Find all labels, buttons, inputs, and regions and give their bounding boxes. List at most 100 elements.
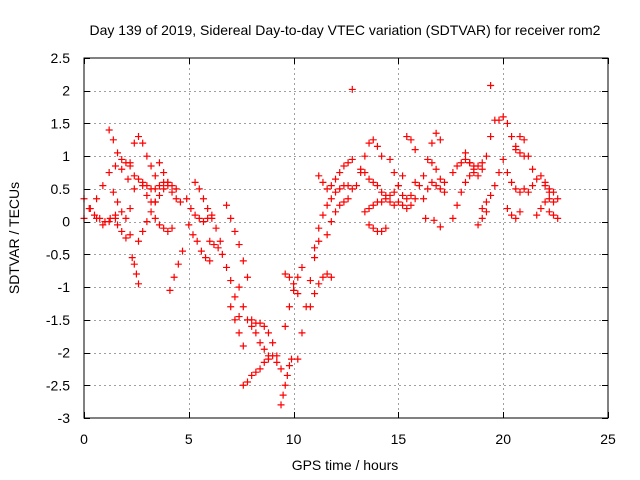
data-point [281,381,289,389]
data-point [474,172,482,180]
series-arc-44 [449,159,486,222]
data-point [191,211,199,219]
data-point [378,152,386,160]
data-point [235,313,243,321]
series-arc-40 [415,129,444,190]
data-point [524,188,532,196]
data-point [529,182,537,190]
data-point [160,169,168,177]
data-point [279,391,287,399]
y-tick-label: -1 [58,279,71,295]
data-point [422,214,430,222]
series-arc-32 [348,85,356,93]
data-point [348,155,356,163]
series-arc-30 [315,155,356,193]
data-point [311,290,319,298]
data-point [218,250,226,258]
data-point [283,371,291,379]
data-point [386,198,394,206]
data-point [206,257,214,265]
data-point [164,227,172,235]
data-point [197,247,205,255]
data-point [147,208,155,216]
data-point [378,188,386,196]
data-point [457,188,465,196]
data-point [290,286,298,294]
data-point [155,191,163,199]
series-arc-48 [474,208,490,229]
series-arc-07 [126,133,159,180]
data-point [223,263,231,271]
data-point [499,155,507,163]
data-point [503,205,511,213]
data-point [323,270,331,278]
data-point [239,257,247,265]
data-point [327,273,335,281]
data-point [235,283,243,291]
data-point [495,169,503,177]
data-point [369,201,377,209]
data-point [143,191,151,199]
series-arc-43 [422,214,444,231]
data-point [243,273,251,281]
data-point [369,136,377,144]
series-arc-05 [109,188,134,222]
series-arc-38 [403,133,419,154]
data-point [369,178,377,186]
data-point [130,172,138,180]
data-point [227,277,235,285]
data-point [105,126,113,134]
data-point [420,172,428,180]
series-arc-14 [166,247,187,294]
data-point [436,175,444,183]
data-point [365,139,373,147]
data-point [111,214,119,222]
data-point [160,224,168,232]
data-point [428,178,436,186]
data-point [256,339,264,347]
data-point [298,263,306,271]
data-point [166,286,174,294]
series-arc-19 [223,201,251,281]
series-arc-15 [183,195,216,226]
data-point [369,224,377,232]
y-tick-label: 0.5 [51,181,71,197]
series-arc-21 [239,352,285,389]
data-point [147,162,155,170]
data-point [487,81,495,89]
data-point [503,119,511,127]
data-point [424,155,432,163]
series-arc-41 [420,178,449,203]
y-axis-label: SDTVAR / TECUs [6,182,22,294]
data-point [457,159,465,167]
data-point [373,182,381,190]
data-point [139,227,147,235]
y-tick-label: -3 [58,410,71,426]
series-arc-39 [394,195,419,213]
data-point [403,133,411,141]
data-point [105,218,113,226]
data-point [285,362,293,370]
x-tick-label: 20 [495,431,511,447]
series-arc-54 [524,172,553,196]
data-point [252,368,260,376]
data-point [340,198,348,206]
data-point [311,244,319,252]
series-arc-52 [503,205,524,222]
data-point [128,254,136,262]
series-arc-18 [206,237,243,321]
data-point [118,165,126,173]
data-point [143,152,151,160]
data-point [482,208,490,216]
data-point [424,185,432,193]
data-point [470,169,478,177]
data-point [204,205,212,213]
data-point [311,254,319,262]
data-point [126,205,134,213]
data-point [118,155,126,163]
data-point [520,136,528,144]
data-point [407,136,415,144]
data-point [285,303,293,311]
data-point [428,159,436,167]
data-point [243,378,251,386]
